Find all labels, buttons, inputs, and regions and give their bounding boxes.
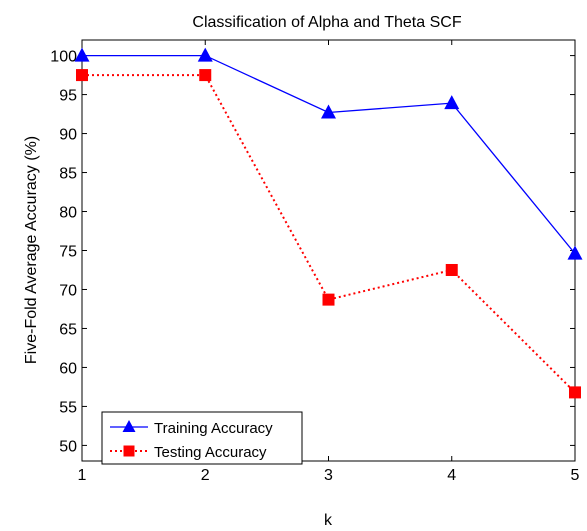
data-point-training — [74, 47, 90, 62]
x-ticks: 1 2 3 4 5 — [78, 40, 580, 484]
data-point-training — [567, 245, 583, 260]
y-ticks: 50 55 60 65 70 75 80 85 90 95 100 — [50, 49, 575, 455]
y-tick-label: 65 — [59, 321, 77, 338]
data-point-testing — [76, 69, 88, 82]
y-tick-label: 95 — [59, 88, 77, 105]
y-tick-label: 90 — [59, 127, 77, 144]
y-tick-label: 60 — [59, 360, 77, 377]
x-tick-label: 3 — [324, 467, 333, 484]
data-point-testing — [445, 263, 458, 276]
y-tick-label: 75 — [59, 244, 77, 261]
x-tick-label: 5 — [571, 467, 580, 484]
legend-marker-training — [122, 420, 136, 432]
data-point-training — [444, 95, 460, 110]
data-point-training — [197, 47, 213, 62]
x-tick-label: 1 — [78, 467, 87, 484]
data-point-testing — [569, 386, 581, 399]
y-tick-label: 55 — [59, 399, 77, 416]
y-tick-label: 85 — [59, 166, 77, 183]
x-tick-label: 2 — [201, 467, 210, 484]
legend-label-testing: Testing Accuracy — [154, 444, 267, 461]
legend-label-training: Training Accuracy — [154, 420, 273, 437]
x-axis-title: k — [324, 512, 333, 529]
y-tick-label: 80 — [59, 205, 77, 222]
legend: Training Accuracy Testing Accuracy — [101, 411, 303, 465]
series-layer — [74, 47, 583, 399]
y-tick-label: 70 — [59, 282, 77, 299]
chart-title: Classification of Alpha and Theta SCF — [192, 14, 461, 31]
data-point-testing — [322, 293, 335, 306]
y-tick-label: 100 — [50, 49, 77, 66]
y-tick-label: 50 — [59, 438, 77, 455]
data-point-training — [321, 104, 336, 119]
plot-area-frame — [81, 39, 576, 462]
legend-box — [101, 411, 303, 465]
legend-marker-testing — [123, 445, 135, 457]
x-tick-label: 4 — [447, 467, 456, 484]
y-axis-title: Five-Fold Average Accuracy (%) — [23, 136, 40, 364]
data-point-testing — [199, 69, 212, 82]
